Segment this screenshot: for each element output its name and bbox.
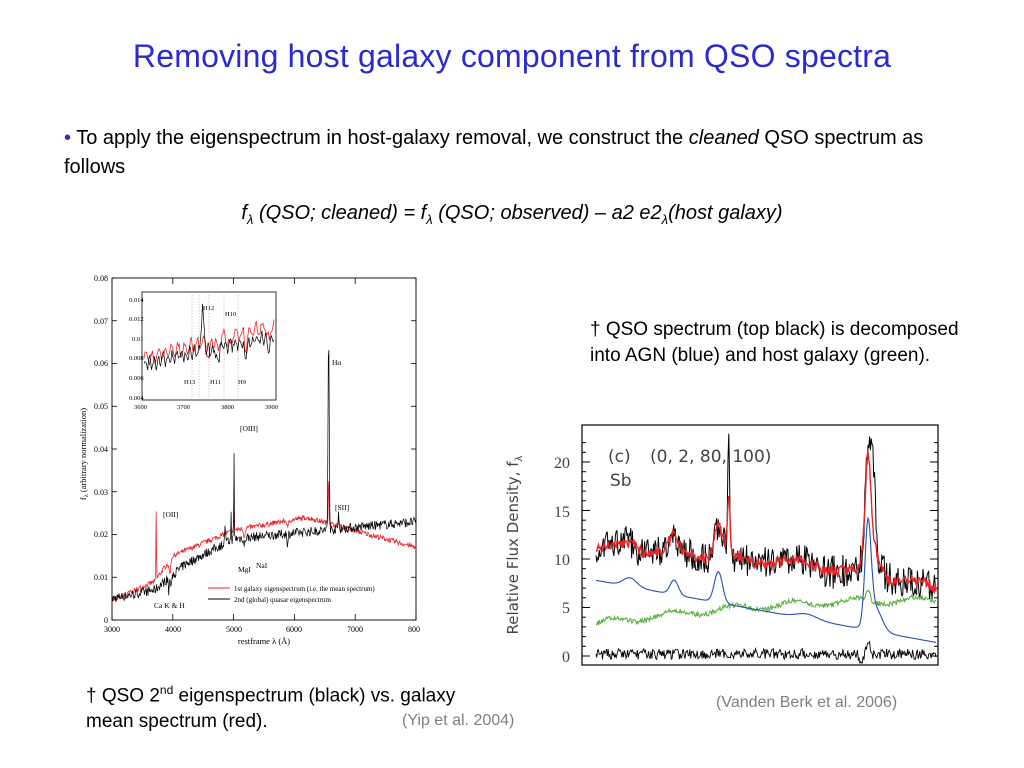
xtick-label: 8000 — [408, 625, 420, 634]
inset-xtick: 3800 — [221, 404, 234, 411]
ytick-label: 20 — [554, 455, 570, 472]
formula-sub3: λ — [661, 212, 669, 227]
fit-spectrum-line — [595, 450, 937, 594]
formula-sub1: λ — [246, 212, 254, 227]
formula-f1: f — [241, 202, 247, 224]
inset-ytick: 0.012 — [129, 316, 144, 323]
panel-params: (0, 2, 80, 100) — [650, 447, 771, 467]
ytick-label: 5 — [562, 600, 570, 617]
formula-part3: (host galaxy) — [668, 202, 783, 224]
citation-vanden-berk: (Vanden Berk et al. 2006) — [716, 694, 898, 711]
inset-label-h10: H10 — [225, 311, 236, 318]
decomposition-plot: 0 5 10 15 20 Relative Flux Density, fλ (… — [490, 420, 946, 670]
inset-label-h13: H13 — [184, 379, 195, 386]
decomposition-note: † QSO spectrum (top black) is decomposed… — [590, 319, 959, 366]
panel-label: (c) — [608, 447, 631, 467]
line-label-cakh: Ca K & H — [154, 601, 185, 610]
legend-item-mean-spectrum: 1st galaxy eigenspectrum (i.e. the mean … — [234, 585, 375, 593]
inset-ytick: 0.008 — [129, 355, 144, 362]
xtick-label: 7000 — [347, 625, 363, 634]
ytick-label: 10 — [554, 552, 570, 569]
bullet-text-after: QSO spectrum as follows — [64, 127, 924, 178]
line-label-oii: [OII] — [163, 510, 178, 519]
plot-legend: 1st galaxy eigenspectrum (i.e. the mean … — [208, 585, 375, 604]
x-axis-label: restframe λ (Å) — [238, 636, 290, 646]
inset-xtick: 3900 — [265, 404, 278, 411]
note-sup: nd — [159, 683, 174, 697]
ytick-label: 0.01 — [94, 573, 108, 582]
legend-item-quasar-eigenspectrum: 2nd (global) quasar eigenspectrum — [234, 596, 332, 604]
formula-part2: (QSO; observed) – a2 e2 — [432, 202, 662, 224]
bullet-text-before: To apply the eigenspectrum in host-galax… — [71, 127, 689, 149]
ytick-label: 0.05 — [94, 402, 108, 411]
ytick-label: 0.06 — [94, 359, 108, 368]
eigenspectrum-plot: 0 0.01 0.02 0.03 0.04 0.05 0.06 0.07 0.0… — [74, 270, 420, 650]
inset-xtick: 3600 — [134, 404, 147, 411]
total-spectrum-line — [595, 433, 937, 599]
xtick-label: 5000 — [226, 625, 242, 634]
bullet-text: • To apply the eigenspectrum in host-gal… — [64, 124, 964, 182]
galaxy-type-label: Sb — [610, 471, 632, 491]
line-label-halpha: Hα — [332, 358, 341, 367]
inset-ytick: 0.004 — [129, 395, 144, 402]
inset-ytick: 0.01 — [132, 336, 143, 343]
quasar-eigenspectrum-line — [111, 349, 417, 603]
inset-label-h9: H9 — [238, 379, 246, 386]
xtick-label: 3000 — [104, 625, 120, 634]
note-prefix: † QSO 2 — [86, 685, 160, 707]
ytick-label: 0.02 — [94, 530, 108, 539]
inset-plot: 0.014 0.012 0.01 0.008 0.006 0.004 3600 … — [129, 291, 278, 411]
ytick-label: 0.04 — [94, 445, 108, 454]
line-label-nai: NaI — [256, 561, 268, 570]
cleaning-formula: fλ (QSO; cleaned) = fλ (QSO; observed) –… — [0, 202, 1024, 227]
galaxy-mean-spectrum-line — [111, 480, 417, 604]
ytick-label: 0.07 — [94, 317, 108, 326]
ytick-label: 0.08 — [94, 274, 108, 283]
line-label-mgi: MgI — [238, 565, 251, 574]
residual-line — [595, 640, 937, 665]
ytick-label: 0 — [562, 649, 570, 666]
inset-label-h11: H11 — [210, 379, 221, 386]
line-label-sii: [SII] — [335, 503, 349, 512]
inset-ytick: 0.014 — [129, 297, 144, 304]
formula-part1: (QSO; cleaned) = f — [253, 202, 427, 224]
bullet-emphasis: cleaned — [688, 127, 759, 149]
inset-ytick: 0.006 — [129, 375, 144, 382]
host-galaxy-line — [595, 589, 937, 627]
ytick-label: 15 — [554, 504, 570, 521]
note-rest: eigenspectrum (black) vs. galaxy mean sp… — [86, 685, 456, 733]
plot-frame — [581, 424, 939, 666]
bullet-marker: • — [64, 127, 72, 149]
eigenspectrum-note: † QSO 2nd eigenspectrum (black) vs. gala… — [86, 677, 486, 735]
slide-title: Removing host galaxy component from QSO … — [132, 38, 892, 74]
ytick-label: 0 — [104, 616, 108, 625]
formula-sub2: λ — [426, 212, 433, 227]
line-label-oiii: [OIII] — [240, 424, 258, 433]
ytick-label: 0.03 — [94, 488, 108, 497]
agn-component-line — [595, 516, 937, 643]
citation-yip: (Yip et al. 2004) — [402, 712, 515, 729]
xtick-label: 4000 — [165, 625, 181, 634]
y-axis-label: fλ (arbitrary normalization) — [78, 408, 90, 500]
y-axis-label: Relative Flux Density, fλ — [504, 455, 525, 634]
xtick-label: 6000 — [286, 625, 302, 634]
inset-xtick: 3700 — [177, 404, 190, 411]
inset-label-h12: H12 — [203, 305, 214, 312]
